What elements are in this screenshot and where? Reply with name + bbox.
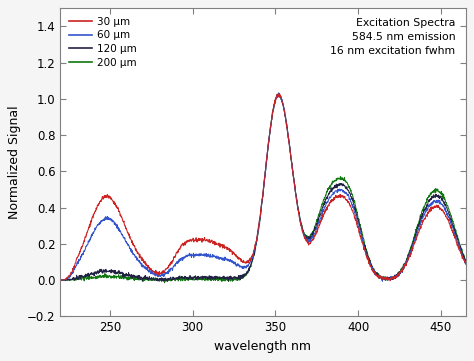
200 μm: [466, 265, 472, 269]
200 μm: [199, 277, 204, 282]
60 μm: [466, 265, 472, 270]
120 μm: [199, 275, 204, 279]
200 μm: [246, 266, 252, 271]
60 μm: [380, 279, 385, 283]
Legend: 30 μm, 60 μm, 120 μm, 200 μm: 30 μm, 60 μm, 120 μm, 200 μm: [65, 14, 139, 71]
Y-axis label: Normalized Signal: Normalized Signal: [9, 105, 21, 219]
Line: 120 μm: 120 μm: [60, 93, 469, 281]
60 μm: [198, 253, 204, 257]
120 μm: [390, 277, 395, 281]
120 μm: [466, 266, 472, 271]
Text: Excitation Spectra
584.5 nm emission
16 nm excitation fwhm: Excitation Spectra 584.5 nm emission 16 …: [330, 18, 456, 56]
60 μm: [390, 275, 395, 279]
30 μm: [461, 256, 466, 261]
60 μm: [461, 256, 466, 261]
120 μm: [156, 277, 162, 282]
120 μm: [276, 91, 282, 95]
30 μm: [57, 278, 63, 282]
30 μm: [466, 267, 472, 271]
200 μm: [461, 252, 466, 256]
120 μm: [246, 265, 252, 269]
200 μm: [162, 280, 167, 285]
30 μm: [246, 258, 252, 262]
X-axis label: wavelength nm: wavelength nm: [214, 340, 311, 353]
120 μm: [57, 278, 63, 282]
Line: 30 μm: 30 μm: [60, 94, 469, 280]
200 μm: [156, 279, 162, 283]
30 μm: [272, 98, 278, 103]
200 μm: [390, 277, 395, 281]
120 μm: [272, 100, 278, 104]
60 μm: [276, 91, 282, 95]
60 μm: [57, 278, 63, 282]
200 μm: [275, 92, 281, 96]
30 μm: [156, 269, 162, 274]
Line: 60 μm: 60 μm: [60, 93, 469, 281]
60 μm: [246, 262, 252, 266]
60 μm: [272, 99, 278, 104]
30 μm: [276, 92, 282, 96]
30 μm: [387, 278, 393, 283]
200 μm: [57, 278, 63, 282]
60 μm: [156, 273, 162, 277]
Line: 200 μm: 200 μm: [60, 94, 469, 283]
120 μm: [461, 253, 466, 257]
30 μm: [390, 276, 395, 280]
30 μm: [198, 239, 204, 243]
200 μm: [272, 98, 278, 103]
120 μm: [160, 279, 166, 283]
